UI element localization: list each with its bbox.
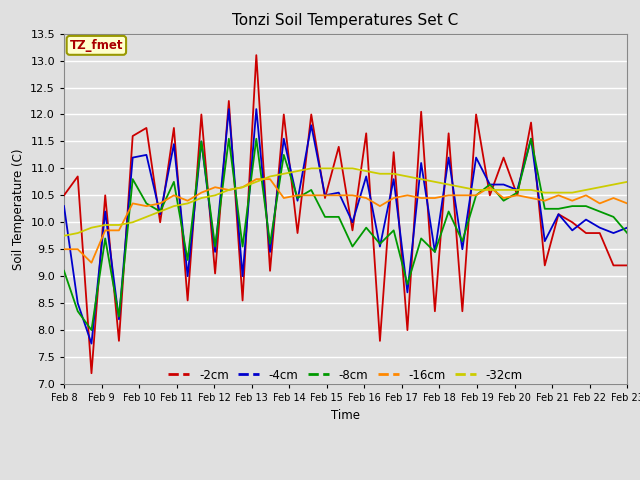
Y-axis label: Soil Temperature (C): Soil Temperature (C) xyxy=(12,148,25,270)
X-axis label: Time: Time xyxy=(331,408,360,421)
Title: Tonzi Soil Temperatures Set C: Tonzi Soil Temperatures Set C xyxy=(232,13,459,28)
Legend: -2cm, -4cm, -8cm, -16cm, -32cm: -2cm, -4cm, -8cm, -16cm, -32cm xyxy=(164,365,527,385)
Text: TZ_fmet: TZ_fmet xyxy=(70,39,123,52)
